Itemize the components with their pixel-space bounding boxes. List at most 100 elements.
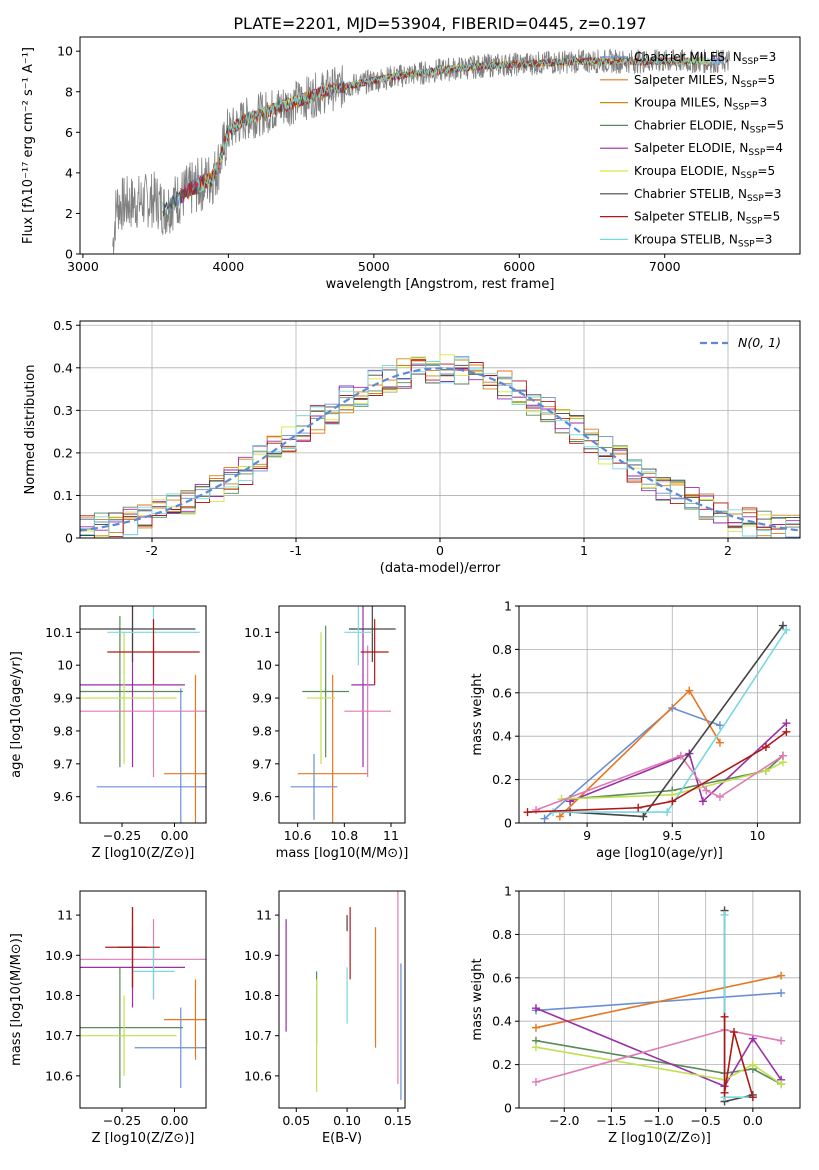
y-tick-label: 4: [65, 165, 73, 180]
y-axis-label: mass weight: [470, 673, 485, 755]
y-axis-label: mass [log10(M/M⊙)]: [9, 933, 24, 1066]
y-tick-label: 10: [57, 658, 73, 673]
x-tick-label: −2.0: [549, 1113, 579, 1128]
axes-frame: [79, 36, 801, 255]
gaussian-legend-label: N(0, 1): [738, 335, 781, 350]
x-axis-label: age [log10(age/yr)]: [596, 846, 723, 861]
legend-label: Kroupa STELIB, NSSP=3: [634, 232, 772, 249]
weight-marker: [761, 743, 770, 752]
legend-label: Chabrier STELIB, NSSP=3: [634, 187, 782, 204]
weight-vs-age-plot: 9 9.5 10 0 0.2 0.4 0.6 0.8 1 age [log10(age/yr)] m…: [470, 599, 801, 861]
weight-marker: [531, 1004, 540, 1013]
weight-marker: [531, 1077, 540, 1086]
spectrum-plot: 3000 4000 5000 6000 7000 0 2 4 6 8 10 wavelength [A…: [21, 36, 801, 292]
x-tick-label: 11: [383, 828, 399, 843]
weight-marker: [748, 1093, 757, 1102]
x-tick-label: 0.00: [161, 1113, 189, 1128]
weight-marker: [698, 797, 707, 806]
y-tick-label: 0.2: [492, 772, 512, 787]
model-fit-line: [197, 56, 723, 193]
y-tick-label: 9.8: [252, 723, 272, 738]
x-tick-label: 2: [724, 543, 732, 558]
weight-series-line: [570, 755, 784, 800]
weight-marker: [532, 805, 541, 814]
plot-area: [80, 606, 206, 823]
y-tick-label: 11: [57, 908, 73, 923]
y-tick-label: 0.6: [492, 685, 512, 700]
errorbar-point: [344, 606, 373, 666]
histogram-series: [80, 354, 800, 537]
x-tick-label: 10.6: [284, 828, 312, 843]
x-tick-label: −0.25: [103, 828, 141, 843]
x-tick-label: −1.0: [643, 1113, 673, 1128]
y-tick-label: 0: [65, 531, 73, 546]
weight-marker: [676, 751, 685, 760]
x-axis-label: (data-model)/error: [380, 561, 501, 576]
y-tick-label: 10.1: [45, 625, 73, 640]
errorbar-point: [80, 995, 177, 1076]
legend-label: Chabrier ELODIE, NSSP=5: [634, 118, 784, 135]
errorbar-point: [164, 675, 206, 823]
errorbar-point: [134, 1007, 206, 1088]
figure-title: PLATE=2201, MJD=53904, FIBERID=0445, z=0…: [233, 14, 646, 33]
weight-marker: [531, 1043, 540, 1052]
weight-series-line: [535, 1039, 782, 1085]
weight-series-line: [543, 707, 721, 820]
y-tick-label: 0.5: [53, 318, 73, 333]
weight-marker: [715, 721, 724, 730]
weight-marker: [639, 812, 648, 821]
y-axis-label: Normed distribution: [23, 365, 38, 495]
y-tick-label: 10.1: [244, 625, 272, 640]
errorbar-point: [80, 632, 177, 764]
weight-marker: [777, 971, 786, 980]
legend-label: Kroupa MILES, NSSP=3: [634, 96, 767, 113]
age-vs-mass-plot: 10.6 10.8 11 9.6 9.7 9.8 9.9 10 10.1 mass [log10(…: [244, 605, 408, 861]
y-tick-label: 10.6: [244, 1068, 272, 1083]
x-tick-label: −0.25: [103, 1113, 141, 1128]
weight-marker: [761, 766, 770, 775]
x-tick-label: 1: [580, 543, 588, 558]
errorbar-point: [307, 632, 335, 764]
weight-marker: [540, 814, 549, 823]
model-fit-line: [162, 56, 688, 216]
weight-marker: [720, 910, 729, 919]
x-tick-label: -1: [290, 543, 302, 558]
x-tick-label: −1.5: [596, 1113, 626, 1128]
y-tick-label: 0.1: [53, 488, 73, 503]
x-tick-label: 9.5: [662, 828, 682, 843]
plot-area: [285, 891, 402, 1100]
legend-label: Kroupa ELODIE, NSSP=5: [634, 164, 775, 181]
weight-marker: [777, 1080, 786, 1089]
x-axis-label: Z [log10(Z/Z⊙)]: [92, 846, 195, 861]
y-tick-label: 0: [504, 816, 512, 831]
errorbar-point: [80, 967, 183, 1088]
legend-label: Salpeter MILES, NSSP=5: [634, 73, 775, 90]
spectrum-legend: Chabrier MILES, NSSP=3 Salpeter MILES, NS…: [600, 50, 784, 249]
errorbar-point: [302, 625, 349, 758]
y-tick-label: 0.4: [53, 360, 73, 375]
y-tick-label: 10.7: [244, 1028, 272, 1043]
y-tick-label: 9.7: [252, 756, 272, 771]
y-tick-label: 0.3: [53, 403, 73, 418]
x-tick-label: 3000: [67, 259, 99, 274]
weight-marker: [777, 1036, 786, 1045]
weight-series-line: [535, 1007, 782, 1088]
x-tick-label: 0.15: [384, 1113, 412, 1128]
y-tick-label: 9.6: [53, 789, 73, 804]
weight-marker: [549, 808, 558, 817]
mass-vs-metallicity-plot: −0.25 0.00 10.6 10.7 10.8 10.9 11 Z [log10(Z/Z⊙…: [9, 890, 207, 1146]
y-tick-label: 10: [57, 44, 73, 59]
legend-label: Salpeter ELODIE, NSSP=4: [634, 141, 783, 158]
errorbar-point: [351, 606, 375, 768]
weight-marker: [777, 988, 786, 997]
weight-marker: [555, 812, 564, 821]
weight-marker: [634, 803, 643, 812]
y-tick-label: 0: [65, 247, 73, 262]
y-tick-label: 0.4: [492, 1014, 512, 1029]
y-tick-label: 0.2: [53, 445, 73, 460]
weight-marker: [782, 625, 791, 634]
weight-marker: [685, 686, 694, 695]
weight-marker: [668, 797, 677, 806]
errorbar-point: [344, 645, 391, 777]
x-axis-label: Z [log10(Z/Z⊙)]: [608, 1131, 711, 1146]
